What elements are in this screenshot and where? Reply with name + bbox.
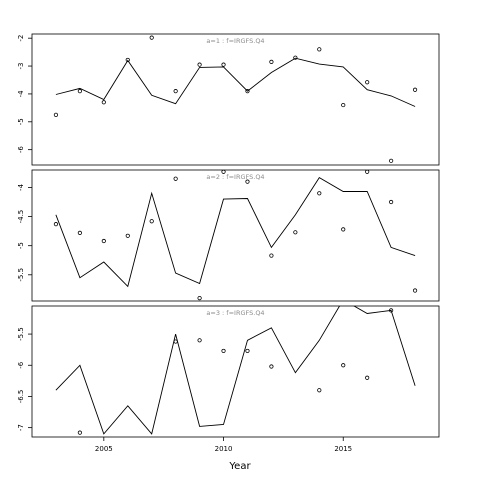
data-point (173, 176, 178, 181)
data-point (53, 222, 59, 227)
data-point (341, 363, 346, 368)
y-tick-label: -5.5 (17, 268, 25, 282)
y-tick-label: -5 (17, 118, 25, 125)
panel-2: a=2 : f=IRGFS.Q4 -4 -4.5 -5 -5.5 (17, 169, 440, 302)
data-point (197, 295, 202, 301)
x-tick-label: 2015 (334, 445, 352, 453)
y-tick-label: -4.5 (17, 210, 25, 224)
x-axis-title: Year (228, 461, 251, 472)
panel-title: a=2 : f=IRGFS.Q4 (206, 173, 264, 181)
data-point (77, 230, 82, 235)
series-line (55, 306, 416, 435)
data-point (389, 308, 394, 313)
data-point (293, 55, 298, 60)
panel-title: a=3 : f=IRGFS.Q4 (206, 309, 264, 317)
data-point (317, 47, 322, 52)
data-point (149, 219, 154, 224)
y-tick-label: -4 (17, 183, 25, 191)
data-point (53, 112, 59, 117)
x-axis: 2005 2010 2015 (95, 437, 352, 453)
data-point (317, 388, 322, 393)
data-point (365, 170, 370, 174)
data-point (293, 230, 298, 235)
data-point (149, 35, 154, 40)
data-point (341, 227, 346, 232)
y-tick-label: -2 (17, 35, 25, 42)
data-point (125, 57, 130, 63)
data-point (245, 179, 250, 184)
y-tick-label: -5 (17, 242, 25, 249)
panel-frame (31, 305, 440, 438)
data-point (365, 375, 370, 380)
data-point (197, 62, 202, 67)
x-tick-label: 2005 (95, 445, 113, 453)
data-point (317, 191, 322, 196)
data-point (221, 170, 226, 174)
data-point (269, 364, 274, 369)
data-point (77, 430, 82, 435)
data-point (221, 62, 226, 67)
series-line (55, 57, 416, 107)
data-point (77, 89, 82, 94)
data-point (269, 59, 274, 64)
plot-area (55, 295, 416, 435)
data-point (365, 80, 370, 85)
data-point (125, 233, 130, 238)
y-tick-label: -6 (17, 146, 25, 154)
data-point (102, 295, 105, 298)
y-tick-label: -5.5 (17, 327, 25, 341)
plot-area (53, 170, 418, 301)
data-point (294, 295, 297, 298)
plot-area (53, 35, 418, 163)
panel-title: a=1 : f=IRGFS.Q4 (206, 37, 264, 45)
y-tick-label: -7 (17, 424, 25, 431)
data-point (341, 102, 346, 108)
series-line (55, 176, 416, 288)
data-point (245, 348, 250, 354)
panel-1: a=1 : f=IRGFS.Q4 -2 -3 -4 -5 -6 (17, 33, 440, 166)
x-tick-label: 2010 (215, 445, 233, 453)
data-point (173, 89, 178, 94)
panel-frame (31, 169, 440, 302)
data-point (269, 253, 274, 258)
panel-frame (31, 33, 440, 166)
data-point (412, 288, 418, 293)
data-point (150, 295, 153, 298)
data-point (197, 338, 202, 343)
y-tick-label: -6.5 (17, 390, 25, 404)
data-point (101, 100, 106, 105)
data-point (389, 158, 394, 163)
y-tick-label: -6 (17, 361, 25, 369)
y-tick-label: -4 (17, 90, 25, 98)
data-point (245, 89, 250, 94)
data-point (101, 238, 106, 244)
data-point (221, 348, 226, 354)
data-point (412, 87, 418, 92)
data-point (389, 199, 394, 205)
panel-3: a=3 : f=IRGFS.Q4 -5.5 -6 -6.5 -7 (17, 295, 440, 438)
y-tick-label: -3 (17, 63, 25, 70)
data-point (173, 339, 178, 344)
